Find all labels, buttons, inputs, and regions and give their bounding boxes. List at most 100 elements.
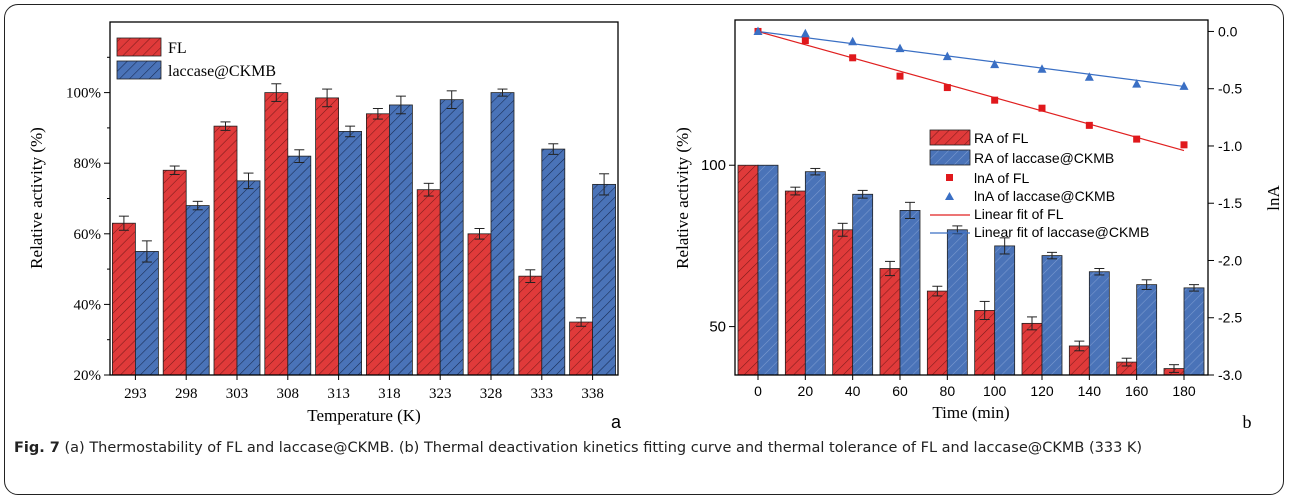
error-bar-laccase-328 bbox=[497, 88, 508, 97]
bar-laccase-298 bbox=[185, 205, 210, 376]
bar-laccase-318 bbox=[388, 104, 413, 376]
error-bar-ra-fl-140 bbox=[1074, 340, 1085, 352]
x-tick-label-318: 318 bbox=[378, 386, 401, 402]
error-bar-ra-laccase-100 bbox=[999, 237, 1010, 255]
error-bar-fl-333 bbox=[525, 269, 536, 284]
point-lnA-fl-160 bbox=[1133, 135, 1141, 143]
error-bar-laccase-333 bbox=[548, 143, 559, 155]
panel-b-bars bbox=[737, 164, 1205, 376]
y2-tick-label-4: -2.0 bbox=[1218, 252, 1242, 268]
bar-fl-303 bbox=[213, 125, 238, 376]
bar-laccase-308 bbox=[287, 155, 312, 376]
bar-fl-318 bbox=[365, 113, 390, 376]
point-lnA-laccase-140 bbox=[1084, 72, 1094, 81]
bar-ra-fl-0 bbox=[737, 164, 759, 376]
bar-ra-laccase-180 bbox=[1183, 287, 1205, 376]
x-tick-label-313: 313 bbox=[327, 386, 350, 402]
bar-ra-laccase-40 bbox=[852, 193, 874, 376]
bar-laccase-338 bbox=[592, 183, 616, 376]
error-bar-ra-fl-160 bbox=[1121, 357, 1132, 367]
error-bar-ra-laccase-80 bbox=[952, 225, 963, 235]
x-tick-label-120: 120 bbox=[1030, 383, 1054, 399]
point-lnA-fl-120 bbox=[1038, 104, 1046, 112]
bar-ra-laccase-160 bbox=[1136, 284, 1158, 376]
panel-a: 20% 40% 60% 80% 100% 293 298 303 308 313 318 323 32… bbox=[27, 21, 622, 432]
panel-b-lnA-points bbox=[753, 26, 1189, 149]
bar-ra-laccase-20 bbox=[804, 171, 826, 376]
error-bar-ra-fl-40 bbox=[837, 222, 848, 237]
y-tick-label-20: 20% bbox=[74, 368, 102, 384]
x-tick-label-293: 293 bbox=[124, 386, 147, 402]
legend-swatch-laccase bbox=[116, 60, 162, 80]
point-lnA-laccase-80 bbox=[942, 51, 952, 61]
legend-marker-lnA-fl bbox=[946, 174, 953, 181]
error-bar-laccase-323 bbox=[446, 90, 457, 109]
panel-a-x-axis: 293 298 303 308 313 318 323 328 333 338 bbox=[124, 375, 604, 402]
error-bar-ra-fl-120 bbox=[1027, 316, 1037, 331]
x-tick-label-328: 328 bbox=[480, 386, 503, 402]
panel-b-y-axis-title: Relative activity (%) bbox=[673, 127, 692, 269]
error-bar-ra-laccase-60 bbox=[905, 201, 915, 219]
bar-ra-laccase-140 bbox=[1088, 271, 1110, 376]
legend-swatch-ra-laccase bbox=[929, 149, 971, 166]
bar-fl-328 bbox=[467, 233, 492, 376]
x-tick-label-308: 308 bbox=[277, 386, 300, 402]
bar-ra-fl-60 bbox=[879, 268, 901, 376]
x-tick-label-0: 0 bbox=[754, 383, 762, 399]
x-tick-label-303: 303 bbox=[226, 386, 249, 402]
x-tick-label-60: 60 bbox=[892, 383, 908, 399]
legend-marker-lnA-laccase bbox=[945, 192, 954, 200]
panel-b-x-axis: 0 20 40 60 80 100 120 140 160 180 bbox=[754, 375, 1196, 399]
point-lnA-fl-60 bbox=[896, 72, 904, 80]
x-tick-label-140: 140 bbox=[1078, 383, 1102, 399]
figure-caption: Fig. 7 (a) Thermostability of FL and lac… bbox=[14, 438, 1274, 459]
panel-b-label: b bbox=[1243, 412, 1252, 432]
bar-laccase-333 bbox=[541, 148, 566, 376]
error-bar-laccase-308 bbox=[294, 149, 305, 163]
error-bar-laccase-303 bbox=[243, 172, 254, 190]
bar-ra-fl-120 bbox=[1021, 322, 1043, 376]
x-tick-label-80: 80 bbox=[940, 383, 956, 399]
bar-ra-fl-40 bbox=[832, 229, 854, 376]
legend-label-lnA-laccase: lnA of laccase@CKMB bbox=[974, 188, 1115, 204]
x-tick-label-298: 298 bbox=[175, 386, 198, 402]
point-lnA-fl-40 bbox=[849, 54, 857, 62]
panel-b-x-axis-title: Time (min) bbox=[932, 403, 1009, 422]
legend-label-lnA-fl: lnA of FL bbox=[974, 170, 1029, 186]
legend-swatch-fl bbox=[116, 37, 162, 57]
point-lnA-laccase-60 bbox=[895, 43, 905, 53]
fit-line-laccase bbox=[757, 30, 1185, 88]
x-tick-label-160: 160 bbox=[1125, 383, 1149, 399]
point-lnA-laccase-0 bbox=[753, 26, 763, 35]
bar-ra-laccase-0 bbox=[757, 164, 779, 376]
error-bar-fl-313 bbox=[322, 88, 333, 108]
panel-b-error-bars bbox=[790, 167, 1199, 373]
y2-tick-label-2: -1.0 bbox=[1218, 138, 1242, 154]
error-bar-ra-fl-180 bbox=[1169, 364, 1179, 373]
error-bar-laccase-313 bbox=[345, 125, 356, 138]
error-bar-fl-308 bbox=[271, 83, 282, 102]
error-bar-laccase-298 bbox=[192, 200, 203, 211]
error-bar-fl-323 bbox=[423, 182, 434, 197]
panel-a-y-axis: 20% 40% 60% 80% 100% bbox=[66, 56, 110, 384]
y-tick-label-40: 40% bbox=[74, 297, 102, 313]
panel-b-legend: RA of FL RA of laccase@CKMB lnA of FL ln… bbox=[929, 129, 1149, 240]
legend-label-laccase: laccase@CKMB bbox=[168, 63, 276, 80]
error-bar-fl-318 bbox=[372, 107, 383, 120]
bar-ra-fl-80 bbox=[926, 290, 948, 376]
caption-figure-label: Fig. 7 bbox=[14, 440, 60, 456]
x-tick-label-338: 338 bbox=[581, 386, 604, 402]
error-bar-ra-laccase-40 bbox=[857, 189, 868, 199]
bar-ra-laccase-100 bbox=[994, 245, 1016, 376]
y-tick-label-100: 100 bbox=[701, 157, 726, 174]
x-tick-label-100: 100 bbox=[983, 383, 1007, 399]
y-tick-label-50: 50 bbox=[709, 319, 726, 336]
bar-fl-308 bbox=[264, 92, 289, 376]
x-tick-label-180: 180 bbox=[1172, 383, 1196, 399]
caption-text: (a) Thermostability of FL and laccase@CK… bbox=[59, 440, 1143, 456]
bar-ra-fl-100 bbox=[974, 310, 996, 376]
error-bar-laccase-338 bbox=[599, 173, 610, 196]
bar-ra-laccase-120 bbox=[1041, 255, 1063, 376]
y2-tick-label-0: 0.0 bbox=[1218, 23, 1238, 39]
